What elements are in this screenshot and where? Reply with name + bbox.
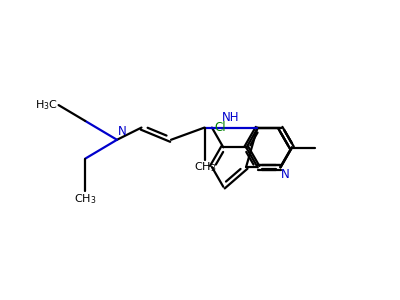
Text: CH$_3$: CH$_3$ bbox=[74, 192, 96, 206]
Text: Cl: Cl bbox=[214, 121, 226, 134]
Text: N: N bbox=[118, 125, 127, 138]
Text: CH$_3$: CH$_3$ bbox=[194, 160, 217, 174]
Text: NH: NH bbox=[222, 111, 240, 124]
Text: H$_3$C: H$_3$C bbox=[35, 98, 58, 112]
Text: N: N bbox=[281, 168, 290, 181]
